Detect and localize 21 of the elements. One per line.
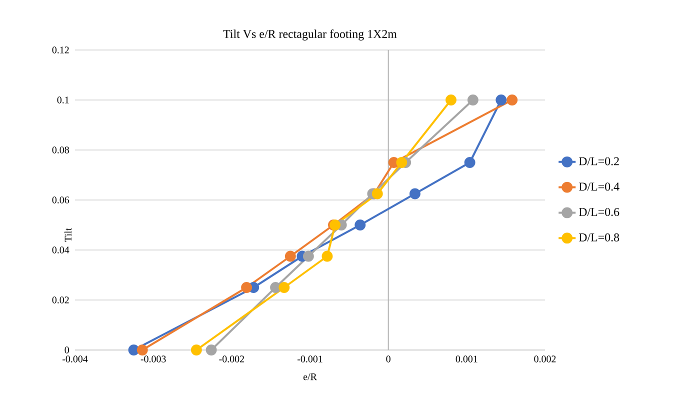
y-tick-label: 0.06 [52, 196, 70, 204]
y-axis-title: Tilt [64, 228, 72, 242]
legend-label: D/L=0.2 [578, 157, 619, 166]
x-tick-label: -0.004 [62, 356, 88, 362]
x-tick-label: 0 [386, 356, 390, 362]
y-tick-label: 0.08 [52, 146, 69, 154]
x-tick-label: 0.002 [534, 356, 556, 362]
x-axis-title: e/R [303, 373, 317, 380]
x-tick-label: -0.002 [219, 356, 244, 362]
y-tick-label: 0.12 [52, 46, 69, 54]
legend-label: D/L=0.8 [578, 233, 620, 242]
y-tick-label: 0.02 [52, 296, 69, 304]
y-tick-label: 0.1 [57, 96, 69, 104]
y-tick-label: 0.04 [52, 246, 70, 254]
y-tick-label: 0 [64, 346, 69, 354]
legend-label: D/L=0.6 [578, 208, 620, 216]
x-tick-label: -0.003 [140, 356, 166, 362]
x-tick-label: 0.001 [456, 356, 478, 362]
legend-label: D/L=0.4 [578, 182, 620, 191]
x-tick-label: -0.001 [298, 356, 322, 362]
chart-title: Tilt Vs e/R rectagular footing 1X2m [223, 29, 397, 40]
